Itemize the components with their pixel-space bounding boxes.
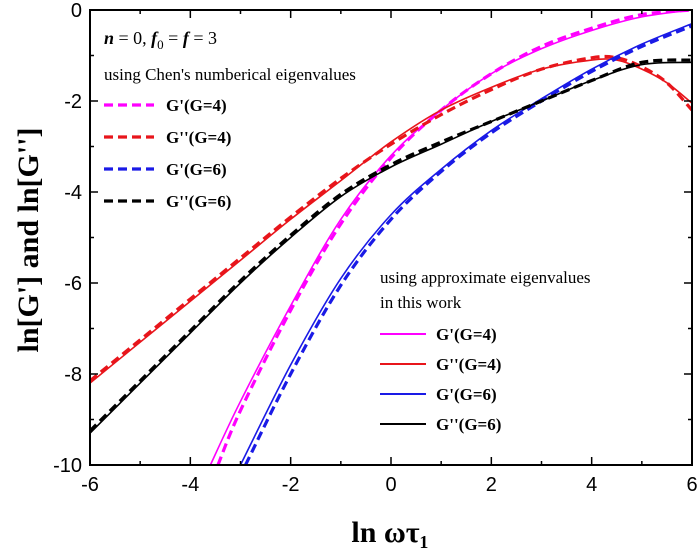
y-tick-label: 0	[71, 0, 82, 22]
y-tick-label: -10	[53, 455, 82, 477]
legend-solid-title: using approximate eigenvalues	[380, 268, 591, 287]
y-tick-label: -8	[64, 364, 82, 386]
y-tick-label: -2	[64, 91, 82, 113]
legend-dashed-title: using Chen's numberical eigenvalues	[104, 65, 356, 84]
x-tick-label: 0	[385, 474, 396, 496]
series-line-5-dashed	[244, 24, 692, 465]
series-line-6-solid	[90, 61, 692, 434]
legend-solid-label: G''(G=4)	[436, 355, 501, 374]
legend-solid-label: G''(G=6)	[436, 415, 501, 434]
legends-layer: using Chen's numberical eigenvalues G'(G=…	[104, 65, 591, 434]
x-tick-label: 2	[486, 474, 497, 496]
legend-solid-label: G'(G=6)	[436, 385, 497, 404]
series-layer	[90, 10, 692, 465]
x-tick-label: -4	[181, 474, 199, 496]
series-line-4-solid	[239, 22, 692, 465]
annotation-text: n = 0, f0 = f = 3	[104, 28, 217, 52]
legend-dashed-label: G''(G=6)	[166, 192, 231, 211]
x-tick-label: -2	[282, 474, 300, 496]
legend-solid-label: G'(G=4)	[436, 325, 497, 344]
legend-dashed-label: G'(G=4)	[166, 96, 227, 115]
ticks-layer: -6 -4 -2 0 2 4 6 0 -2 -4 -6 -8 -10	[53, 0, 697, 496]
x-tick-label: 4	[586, 474, 597, 496]
y-tick-label: -6	[64, 273, 82, 295]
legend-dashed-label: G''(G=4)	[166, 128, 231, 147]
x-tick-label: 6	[686, 474, 697, 496]
y-axis-title: ln[G'] and ln[G'']	[12, 127, 45, 352]
legend-dashed-label: G'(G=6)	[166, 160, 227, 179]
legend-solid-title: in this work	[380, 293, 462, 312]
series-line-7-dashed	[90, 58, 692, 433]
series-line-1-dashed	[216, 10, 692, 465]
series-line-3-dashed	[90, 54, 692, 383]
x-tick-label: -6	[81, 474, 99, 496]
x-axis-title: ln ωτ₁	[351, 516, 428, 549]
y-tick-label: -4	[64, 182, 82, 204]
